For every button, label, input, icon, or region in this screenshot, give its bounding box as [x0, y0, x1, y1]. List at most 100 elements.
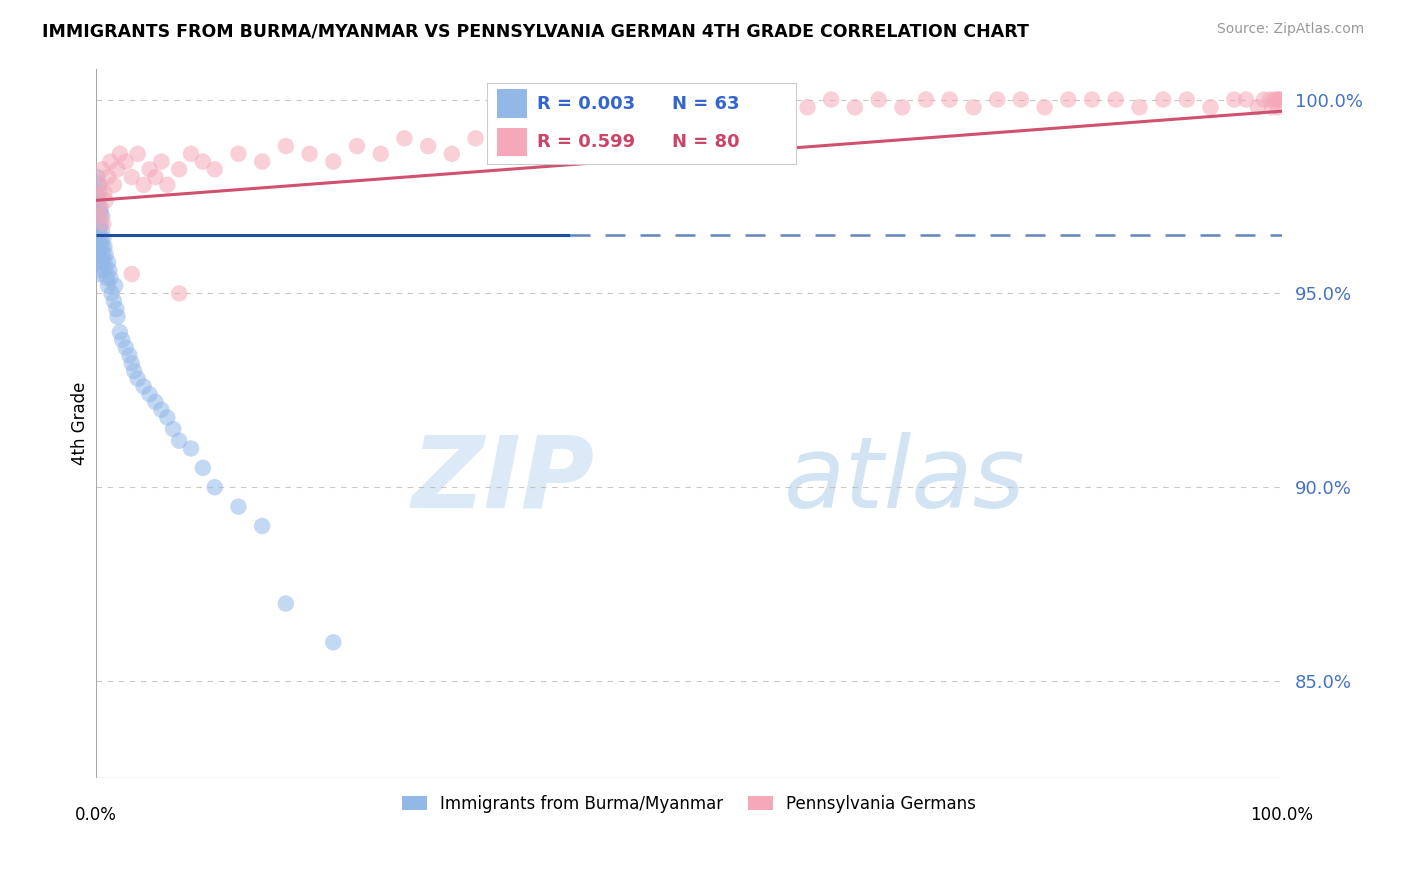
Point — [91, 162, 114, 177]
Point — [118, 348, 141, 362]
Point — [1223, 93, 1246, 107]
Point — [250, 519, 273, 533]
Point — [103, 178, 125, 192]
Point — [97, 278, 120, 293]
Point — [132, 178, 155, 192]
Point — [464, 131, 486, 145]
Point — [204, 162, 226, 177]
Point — [162, 422, 184, 436]
Point — [962, 100, 984, 114]
Point — [114, 154, 136, 169]
Point — [100, 154, 122, 169]
Point — [127, 372, 149, 386]
Text: 0.0%: 0.0% — [76, 806, 117, 824]
Point — [122, 364, 145, 378]
Point — [1247, 100, 1270, 114]
Point — [132, 379, 155, 393]
Point — [121, 170, 143, 185]
Point — [89, 178, 111, 192]
Point — [156, 410, 179, 425]
Point — [191, 460, 214, 475]
Legend: Immigrants from Burma/Myanmar, Pennsylvania Germans: Immigrants from Burma/Myanmar, Pennsylva… — [395, 788, 983, 820]
Point — [1264, 93, 1286, 107]
Point — [1057, 93, 1080, 107]
Point — [103, 294, 125, 309]
Point — [560, 116, 582, 130]
Point — [86, 209, 108, 223]
Point — [89, 267, 111, 281]
Point — [938, 93, 960, 107]
Point — [228, 146, 250, 161]
Point — [180, 146, 202, 161]
Point — [89, 205, 111, 219]
Point — [94, 263, 117, 277]
Point — [796, 100, 818, 114]
Point — [1261, 100, 1284, 114]
Text: ZIP: ZIP — [411, 432, 595, 529]
Point — [1152, 93, 1174, 107]
Point — [87, 240, 110, 254]
Point — [298, 146, 321, 161]
Point — [107, 162, 129, 177]
Point — [1267, 100, 1289, 114]
Point — [127, 146, 149, 161]
Point — [100, 286, 122, 301]
Point — [150, 402, 173, 417]
Point — [370, 146, 392, 161]
Point — [1033, 100, 1056, 114]
Point — [104, 278, 127, 293]
Point — [488, 123, 510, 137]
Point — [1010, 93, 1032, 107]
Point — [87, 255, 110, 269]
Point — [440, 146, 463, 161]
Point — [702, 116, 724, 130]
Point — [772, 108, 794, 122]
Point — [87, 224, 110, 238]
Point — [191, 154, 214, 169]
Point — [606, 116, 628, 130]
Point — [167, 434, 190, 448]
Point — [145, 395, 167, 409]
Point — [394, 131, 416, 145]
Point — [87, 201, 110, 215]
Point — [150, 154, 173, 169]
Point — [725, 108, 748, 122]
Point — [87, 201, 110, 215]
Text: 100.0%: 100.0% — [1250, 806, 1313, 824]
Point — [121, 356, 143, 370]
Point — [1234, 93, 1257, 107]
Point — [96, 271, 118, 285]
Point — [1265, 93, 1288, 107]
Point — [89, 247, 111, 261]
Point — [868, 93, 890, 107]
Point — [749, 100, 772, 114]
Point — [678, 108, 700, 122]
Point — [105, 301, 128, 316]
Point — [167, 286, 190, 301]
Point — [108, 146, 131, 161]
Point — [86, 170, 108, 185]
Point — [90, 217, 112, 231]
Text: IMMIGRANTS FROM BURMA/MYANMAR VS PENNSYLVANIA GERMAN 4TH GRADE CORRELATION CHART: IMMIGRANTS FROM BURMA/MYANMAR VS PENNSYL… — [42, 22, 1029, 40]
Point — [416, 139, 439, 153]
Point — [986, 93, 1008, 107]
Point — [93, 186, 115, 200]
Point — [322, 154, 344, 169]
Point — [1253, 93, 1275, 107]
Point — [322, 635, 344, 649]
Point — [1268, 93, 1291, 107]
Point — [94, 194, 117, 208]
Point — [1081, 93, 1104, 107]
Point — [91, 232, 114, 246]
Point — [844, 100, 866, 114]
Point — [107, 310, 129, 324]
Point — [512, 131, 534, 145]
Point — [86, 189, 108, 203]
Point — [1270, 93, 1292, 107]
Point — [274, 139, 297, 153]
Point — [87, 194, 110, 208]
Point — [204, 480, 226, 494]
Point — [91, 224, 114, 238]
Point — [583, 123, 606, 137]
Point — [111, 333, 134, 347]
